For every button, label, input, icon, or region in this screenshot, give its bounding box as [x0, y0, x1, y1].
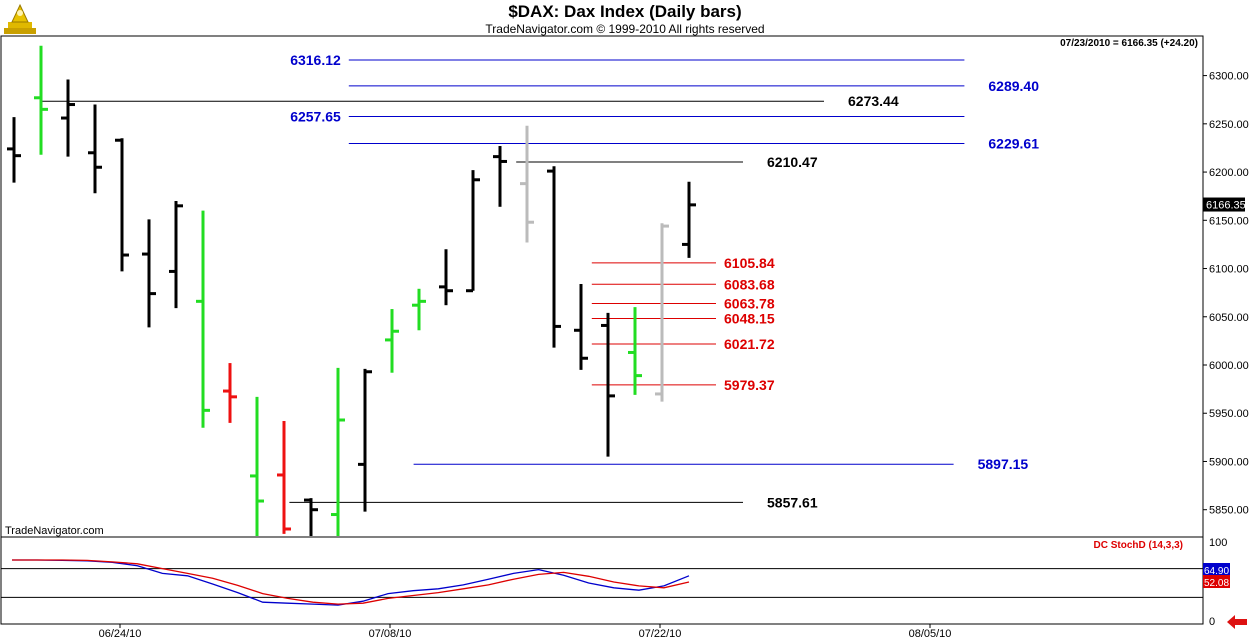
level-label: 6273.44 [848, 93, 899, 109]
y-tick-label: 6000.00 [1209, 360, 1249, 372]
chart-title: $DAX: Dax Index (Daily bars) [508, 2, 742, 21]
x-tick-label: 06/24/10 [99, 628, 142, 640]
level-label: 6063.78 [724, 295, 775, 311]
y-tick-label: 6200.00 [1209, 167, 1249, 179]
y-tick-label: 6050.00 [1209, 312, 1249, 324]
stoch-last-value-box [1203, 563, 1230, 576]
oscillator-panel-frame [0, 536, 1204, 625]
level-label: 6316.12 [290, 52, 341, 68]
trade-navigator-logo-icon [4, 3, 36, 34]
stoch-y-tick-label: 0 [1209, 616, 1215, 628]
level-label: 6229.61 [988, 135, 1039, 151]
x-tick-label: 07/22/10 [639, 628, 682, 640]
stoch-last-value-box [1203, 575, 1230, 588]
level-label: 6105.84 [724, 255, 775, 271]
scroll-left-arrow-icon[interactable] [1226, 614, 1248, 630]
last-quote-text: 07/23/2010 = 6166.35 (+24.20) [1060, 38, 1198, 49]
last-price-label: 6166.35 [1206, 200, 1246, 212]
y-tick-label: 5950.00 [1209, 408, 1249, 420]
x-tick-label: 08/05/10 [909, 628, 952, 640]
stoch-series-line [12, 559, 690, 605]
watermark-text: TradeNavigator.com [5, 525, 104, 537]
x-tick-label: 07/08/10 [369, 628, 412, 640]
stoch-last-value: 52.08 [1204, 578, 1229, 589]
y-tick-label: 6250.00 [1209, 119, 1249, 131]
copyright-text: TradeNavigator.com © 1999-2010 All right… [485, 22, 765, 36]
level-label: 5979.37 [724, 377, 775, 393]
level-label: 6257.65 [290, 108, 341, 124]
level-label: 6021.72 [724, 336, 775, 352]
level-label: 6083.68 [724, 276, 775, 292]
stoch-last-value: 64.90 [1204, 566, 1229, 577]
last-price-box [1203, 197, 1245, 212]
y-tick-label: 5850.00 [1209, 505, 1249, 517]
level-label: 6289.40 [988, 78, 1039, 94]
level-label: 6048.15 [724, 311, 775, 327]
price-panel-frame [0, 35, 1204, 538]
y-tick-label: 6150.00 [1209, 215, 1249, 227]
level-label: 6210.47 [767, 154, 818, 170]
stoch-y-tick-label: 100 [1209, 537, 1227, 549]
level-label: 5897.15 [978, 456, 1029, 472]
y-tick-label: 5900.00 [1209, 456, 1249, 468]
y-tick-label: 6300.00 [1209, 71, 1249, 83]
stoch-title: DC StochD (14,3,3) [1094, 540, 1183, 551]
level-label: 5857.61 [767, 494, 818, 510]
y-tick-label: 6100.00 [1209, 264, 1249, 276]
